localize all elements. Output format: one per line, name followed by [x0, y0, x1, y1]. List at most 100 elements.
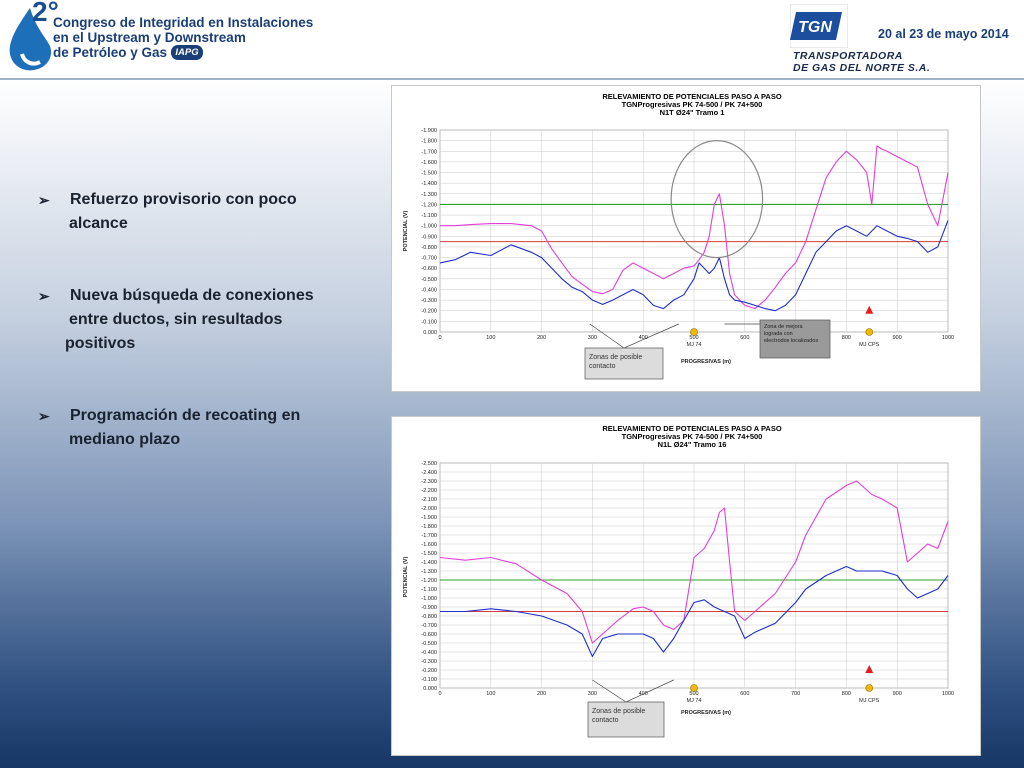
y-axis-label: POTENCIAL (V) — [403, 557, 409, 598]
y-tick-label: -1.600 — [421, 542, 437, 548]
callout-text: Zonas de posible — [589, 354, 642, 361]
y-tick-label: -2.200 — [421, 488, 437, 494]
callout-text: lograda con — [764, 331, 793, 337]
congress-title: Congreso de Integridad en Instalaciones … — [53, 15, 314, 60]
y-tick-label: -1.800 — [421, 139, 437, 145]
y-tick-label: -0.300 — [421, 298, 437, 304]
y-tick-label: -0.700 — [421, 623, 437, 629]
y-tick-label: 0.000 — [423, 330, 437, 336]
marker-label: MJ CPS — [859, 698, 880, 704]
iapg-badge: IAPG — [171, 45, 203, 60]
callout-box — [587, 701, 665, 738]
y-tick-label: -0.100 — [421, 319, 437, 325]
x-tick-label: 100 — [486, 691, 495, 697]
potential-chart-tramo-1: RELEVAMIENTO DE POTENCIALES PASO A PASO T… — [391, 85, 981, 392]
tgn-mark-text: TGN — [798, 19, 832, 36]
y-tick-label: -2.500 — [421, 461, 437, 467]
x-axis-label: PROGRESIVAS (m) — [681, 359, 731, 365]
y-tick-label: 0.000 — [423, 686, 437, 692]
y-tick-label: -2.100 — [421, 497, 437, 503]
x-tick-label: 600 — [740, 691, 749, 697]
y-tick-label: -0.800 — [421, 614, 437, 620]
y-tick-label: -0.200 — [421, 668, 437, 674]
y-tick-label: -1.700 — [421, 149, 437, 155]
y-tick-label: -1.900 — [421, 515, 437, 521]
callout-pointer-line — [592, 679, 627, 703]
y-axis-label: POTENCIAL (V) — [403, 211, 409, 252]
x-tick-label: 0 — [438, 335, 441, 341]
header-divider — [0, 78, 1024, 80]
marker-label: MJ 74 — [687, 698, 702, 704]
red-triangle-marker — [865, 665, 874, 673]
y-tick-label: -2.400 — [421, 470, 437, 476]
x-tick-label: 900 — [893, 335, 902, 341]
x-tick-label: 300 — [588, 691, 597, 697]
chart-title-line: N1L Ø24" Tramo 16 — [658, 440, 727, 449]
y-tick-label: -0.400 — [421, 287, 437, 293]
callout-pointer-line — [623, 323, 679, 349]
pink-series-line — [440, 145, 949, 310]
mj-marker — [690, 684, 698, 692]
callout-text: Zonas de posible — [592, 708, 645, 715]
x-axis-label: PROGRESIVAS (m) — [681, 710, 731, 716]
callout-pointer-line — [625, 679, 674, 703]
y-tick-label: -1.600 — [421, 160, 437, 166]
y-tick-label: -0.400 — [421, 650, 437, 656]
y-tick-label: -0.100 — [421, 677, 437, 683]
x-tick-label: 0 — [438, 691, 441, 697]
marker-label: MJ 74 — [687, 342, 702, 348]
chart-title-line: RELEVAMIENTO DE POTENCIALES PASO A PASO — [602, 92, 781, 101]
x-tick-label: 500 — [689, 691, 698, 697]
x-tick-label: 1000 — [942, 335, 954, 341]
red-triangle-marker — [865, 305, 874, 314]
chart-title-line: TGNProgresivas PK 74-500 / PK 74+500 — [622, 432, 763, 441]
x-tick-label: 1000 — [942, 691, 954, 697]
chart-svg: RELEVAMIENTO DE POTENCIALES PASO A PASOT… — [403, 424, 954, 738]
tgn-logo-icon: TGN — [790, 4, 848, 48]
x-tick-label: 400 — [639, 335, 648, 341]
callout-text: Zona de mejora — [764, 324, 803, 330]
y-tick-label: -1.100 — [421, 213, 437, 219]
y-tick-label: -1.200 — [421, 578, 437, 584]
y-tick-label: -0.600 — [421, 632, 437, 638]
callout-box — [584, 347, 664, 380]
mj-marker — [690, 328, 698, 336]
arrow-bullet-icon: ➢ — [38, 408, 50, 424]
y-tick-label: -1.400 — [421, 560, 437, 566]
mj-marker — [865, 684, 874, 692]
y-tick-label: -1.100 — [421, 587, 437, 593]
x-tick-label: 300 — [588, 335, 597, 341]
callout-text: contacto — [592, 717, 619, 724]
marker-label: MJ CPS — [859, 342, 880, 348]
y-tick-label: -0.900 — [421, 234, 437, 240]
y-tick-label: -1.500 — [421, 171, 437, 177]
congress-ordinal: 2° — [32, 0, 59, 27]
chart-title-line: RELEVAMIENTO DE POTENCIALES PASO A PASO — [602, 424, 781, 433]
x-tick-label: 600 — [740, 335, 749, 341]
callout-text: electrodos localizados — [764, 338, 818, 344]
y-tick-label: -1.300 — [421, 192, 437, 198]
tgn-name: TRANSPORTADORA DE GAS DEL NORTE S.A. — [793, 50, 931, 74]
y-tick-label: -0.900 — [421, 605, 437, 611]
callout-text: contacto — [589, 363, 616, 370]
x-tick-label: 500 — [689, 335, 698, 341]
y-tick-label: -1.900 — [421, 128, 437, 134]
y-tick-label: -0.500 — [421, 641, 437, 647]
callout-pointer-line — [589, 323, 625, 349]
y-tick-label: -1.800 — [421, 524, 437, 530]
pink-series-line — [439, 480, 949, 644]
blue-series-line — [439, 220, 949, 312]
y-tick-label: -1.400 — [421, 181, 437, 187]
blue-series-line — [440, 565, 949, 658]
y-tick-label: -1.300 — [421, 569, 437, 575]
x-tick-label: 900 — [893, 691, 902, 697]
y-tick-label: -0.700 — [421, 256, 437, 262]
header: 2° Congreso de Integridad en Instalacion… — [0, 0, 1024, 80]
y-tick-label: -0.600 — [421, 266, 437, 272]
x-tick-label: 200 — [537, 335, 546, 341]
x-tick-label: 800 — [842, 691, 851, 697]
y-tick-label: -1.500 — [421, 551, 437, 557]
water-drop-logo-icon — [9, 8, 52, 71]
y-tick-label: -0.300 — [421, 659, 437, 665]
potential-chart-tramo-16: RELEVAMIENTO DE POTENCIALES PASO A PASO T… — [391, 416, 981, 756]
